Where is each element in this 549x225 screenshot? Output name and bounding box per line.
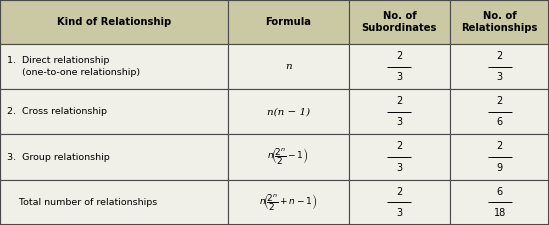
Bar	[450, 0, 549, 44]
Text: 2: 2	[496, 142, 503, 151]
Text: 3: 3	[396, 72, 402, 82]
Text: 1.  Direct relationship
     (one-to-one relationship): 1. Direct relationship (one-to-one relat…	[7, 56, 139, 77]
Bar	[349, 0, 450, 44]
Bar	[228, 89, 349, 134]
Text: Total number of relationships: Total number of relationships	[7, 198, 157, 207]
Bar	[228, 180, 349, 225]
Bar	[349, 180, 450, 225]
Text: No. of
Relationships: No. of Relationships	[461, 11, 538, 33]
Text: 3.  Group relationship: 3. Group relationship	[7, 153, 109, 162]
Bar	[0, 89, 228, 134]
Text: 2: 2	[496, 51, 503, 61]
Text: 3: 3	[396, 208, 402, 218]
Bar	[0, 0, 228, 44]
Text: n(n − 1): n(n − 1)	[267, 107, 310, 116]
Text: 9: 9	[496, 163, 503, 173]
Text: 6: 6	[496, 187, 503, 197]
Text: Kind of Relationship: Kind of Relationship	[57, 17, 171, 27]
Text: 2: 2	[396, 187, 402, 197]
Text: 3: 3	[496, 72, 503, 82]
Bar	[228, 134, 349, 180]
Bar	[0, 180, 228, 225]
Bar	[349, 44, 450, 89]
Text: n: n	[285, 62, 292, 71]
Text: 18: 18	[494, 208, 506, 218]
Text: 6: 6	[496, 117, 503, 127]
Text: 2: 2	[496, 96, 503, 106]
Bar	[228, 0, 349, 44]
Bar	[0, 134, 228, 180]
Text: 2.  Cross relationship: 2. Cross relationship	[7, 107, 107, 116]
Text: 2: 2	[396, 51, 402, 61]
Text: 3: 3	[396, 117, 402, 127]
Bar	[450, 89, 549, 134]
Text: $n\!\left(\!\dfrac{2^{n}}{2}+n-1\right)$: $n\!\left(\!\dfrac{2^{n}}{2}+n-1\right)$	[259, 192, 317, 213]
Text: No. of
Subordinates: No. of Subordinates	[362, 11, 437, 33]
Text: 2: 2	[396, 96, 402, 106]
Text: $n\!\left(\!\dfrac{2^{n}}{2}-1\right)$: $n\!\left(\!\dfrac{2^{n}}{2}-1\right)$	[267, 147, 309, 167]
Bar	[450, 134, 549, 180]
Bar	[228, 44, 349, 89]
Bar	[450, 44, 549, 89]
Text: 3: 3	[396, 163, 402, 173]
Bar	[349, 134, 450, 180]
Text: 2: 2	[396, 142, 402, 151]
Text: Formula: Formula	[265, 17, 311, 27]
Bar	[349, 89, 450, 134]
Bar	[0, 44, 228, 89]
Bar	[450, 180, 549, 225]
